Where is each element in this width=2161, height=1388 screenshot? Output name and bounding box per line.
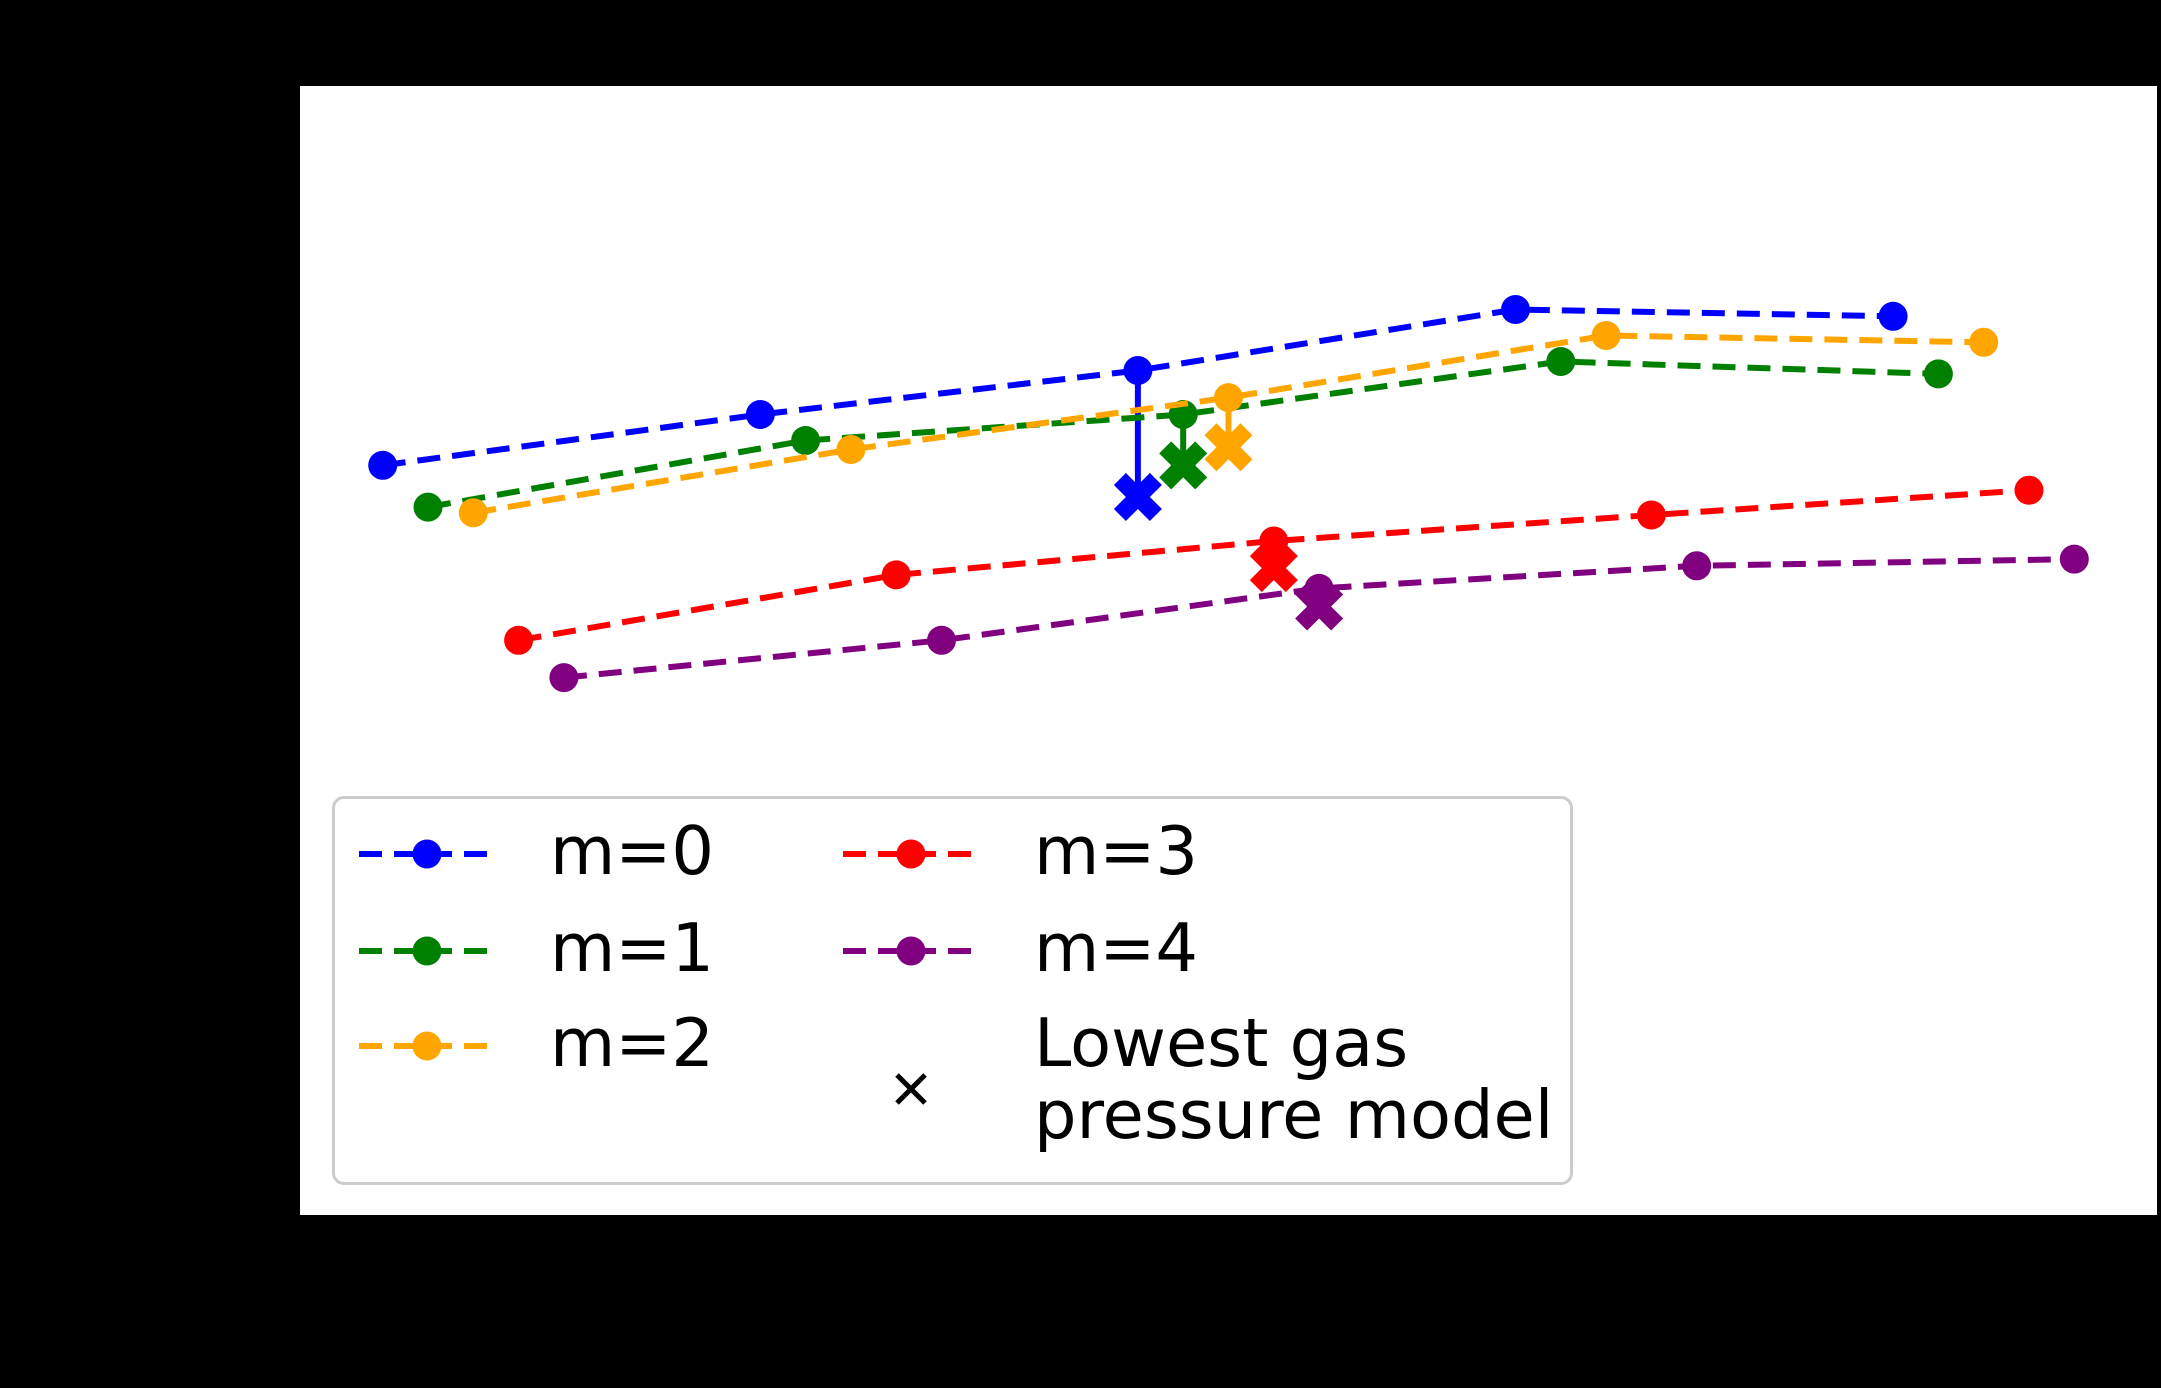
point-marker (1636, 500, 1666, 530)
series-m2 (458, 321, 1999, 528)
series-layer (368, 295, 2089, 693)
point-marker (2059, 544, 2089, 574)
legend-swatch-m3 (843, 839, 979, 869)
series-line-m0 (382, 306, 1894, 469)
point-marker (745, 400, 775, 429)
legend-item-m4: m=4 (841, 909, 1199, 988)
legend-x-marker-icon (895, 1073, 927, 1105)
point-marker (1501, 295, 1530, 324)
legend-item-m0: m=0 (357, 812, 715, 891)
point-marker (927, 625, 956, 655)
lowest-gas-pressure-marker (1159, 441, 1208, 490)
legend-label-m2: m=2 (550, 1004, 715, 1083)
legend-label-m4: m=4 (1034, 909, 1199, 988)
legend-item-m1: m=1 (357, 909, 715, 988)
legend: m=0 m=1 m=2 m=3 m=4 Lowest gas pressure … (332, 796, 1573, 1185)
point-marker (458, 498, 488, 528)
series-line-m2 (472, 332, 1984, 516)
point-marker (881, 560, 911, 590)
point-marker (1878, 301, 1908, 331)
series-m3 (504, 475, 2044, 655)
legend-swatch-m1 (359, 936, 495, 966)
series-line-m4 (563, 556, 2075, 681)
legend-item-m3: m=3 (841, 812, 1199, 891)
series-m1 (413, 347, 1953, 522)
point-marker (549, 663, 579, 693)
lowest-gas-pressure-marker (1204, 423, 1253, 472)
point-marker (1591, 321, 1621, 350)
point-marker (1259, 526, 1289, 556)
legend-label-lowest-gas-pressure-model: Lowest gas pressure model (1034, 1003, 1554, 1154)
legend-swatch-m0 (359, 839, 495, 869)
legend-item-lowest-gas-pressure-model: Lowest gas pressure model (841, 1003, 1554, 1154)
lowest-gas-pressure-marker (1295, 582, 1344, 631)
series-line-m3 (518, 487, 2030, 644)
point-marker (1123, 356, 1153, 385)
legend-label-m1: m=1 (550, 909, 715, 988)
legend-item-m2: m=2 (357, 1004, 715, 1083)
lowest-gas-pressure-marker (1249, 544, 1298, 593)
legend-swatch-m4 (843, 936, 979, 966)
series-m4 (549, 544, 2089, 693)
point-marker (368, 450, 398, 480)
point-marker (1923, 359, 1953, 389)
lowest-gas-pressure-marker (1113, 472, 1162, 521)
point-marker (836, 435, 866, 464)
point-marker (1214, 383, 1243, 413)
point-marker (413, 492, 443, 522)
legend-label-m3: m=3 (1034, 812, 1199, 891)
point-marker (791, 426, 821, 455)
series-line-m1 (427, 358, 1939, 511)
point-marker (2014, 475, 2044, 505)
series-m0 (368, 295, 1908, 521)
point-marker (1682, 551, 1712, 581)
point-marker (1969, 327, 1999, 357)
legend-label-m0: m=0 (550, 812, 715, 891)
point-marker (1546, 347, 1576, 376)
point-marker (504, 625, 534, 655)
legend-swatch-m2 (359, 1031, 495, 1061)
